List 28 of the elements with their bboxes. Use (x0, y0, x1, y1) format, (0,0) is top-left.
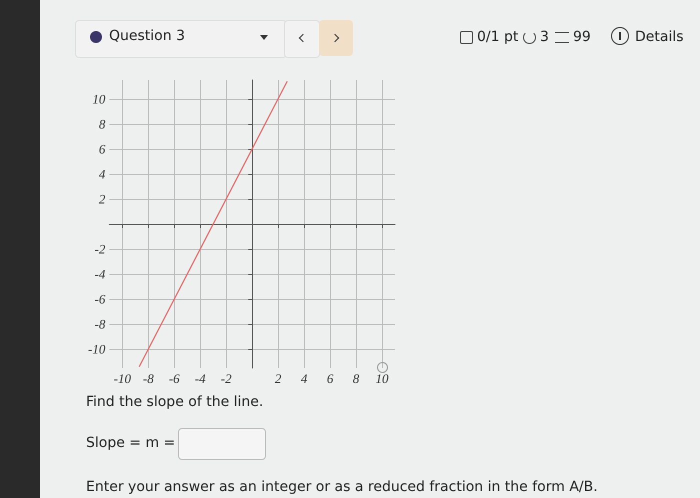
x-tick-label: 2 (274, 371, 282, 386)
y-tick-label: 10 (92, 91, 106, 106)
chart-title: Question 3 (109, 28, 185, 44)
y-tick-label: -4 (94, 266, 106, 282)
x-tick-label: -8 (142, 371, 154, 386)
text: Find the slope of the line. (86, 394, 264, 410)
y-tick-label: 2 (98, 191, 106, 206)
text: 99 (573, 29, 591, 45)
text: 0/1 pt (477, 29, 518, 45)
x-tick-label: -2 (220, 371, 232, 386)
text: 3 (540, 29, 549, 45)
text: Slope = m = (86, 435, 176, 451)
y-tick-label: -2 (94, 242, 106, 257)
y-tick-label: 4 (98, 166, 106, 182)
x-tick-label: -4 (194, 371, 206, 386)
x-tick-label: 6 (326, 371, 334, 386)
y-tick-label: 8 (98, 116, 106, 132)
y-tick-label: -10 (88, 342, 106, 357)
text: Details (635, 29, 684, 45)
y-tick-label: 6 (98, 141, 106, 156)
x-tick-label: -6 (168, 371, 180, 386)
x-tick-label: 4 (300, 371, 308, 386)
x-tick-label: -10 (114, 371, 132, 386)
y-tick-label: -8 (94, 316, 106, 332)
x-tick-label: 10 (376, 371, 390, 386)
y-tick-label: -6 (94, 292, 106, 307)
x-tick-label: 8 (352, 371, 360, 386)
text: Enter your answer as an integer or as a reduced fraction in the form A/B. (86, 479, 598, 495)
